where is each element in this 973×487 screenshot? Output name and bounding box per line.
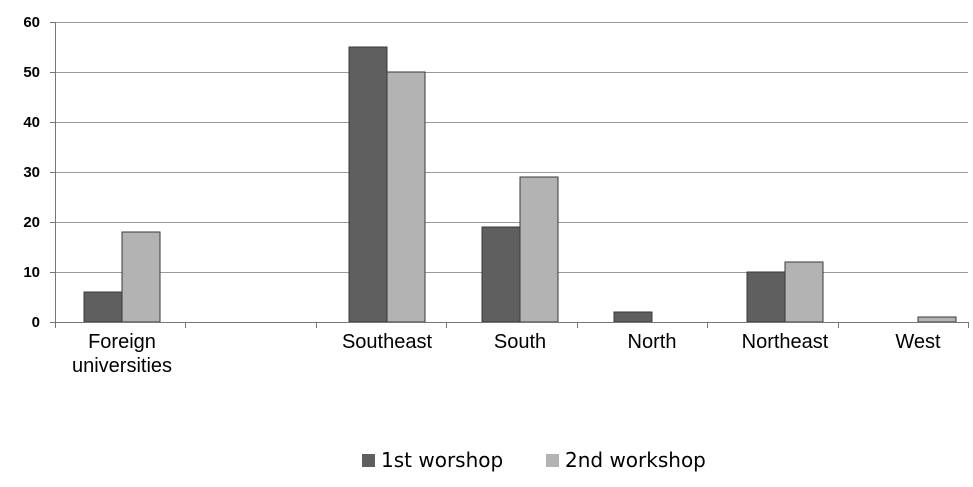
bar-series1 — [613, 311, 653, 323]
y-tick-label: 40 — [23, 114, 40, 131]
x-tick-label: West — [895, 331, 941, 353]
bar-series2 — [917, 316, 957, 323]
x-tick-label: Foreign universities — [72, 331, 172, 377]
x-tick-label: Southeast — [342, 331, 433, 353]
y-tick-label: 60 — [23, 14, 40, 31]
y-tick-label: 10 — [23, 264, 40, 281]
x-axis-tick-labels: Foreign universities Southeast South North No… — [72, 331, 941, 377]
y-tick-label: 20 — [23, 214, 40, 231]
bar-series2 — [386, 71, 426, 323]
legend-swatch — [546, 454, 559, 467]
x-tick-label: North — [628, 331, 677, 353]
bar-series1 — [348, 46, 388, 323]
x-tick-label: Northeast — [742, 331, 829, 353]
bar-series1 — [481, 226, 521, 323]
y-tick-label: 50 — [23, 64, 40, 81]
bar-series2 — [121, 231, 161, 323]
legend-label: 2nd workshop — [565, 448, 706, 472]
x-tick-label: South — [494, 331, 546, 353]
legend-swatch — [362, 454, 375, 467]
bar-series1 — [746, 271, 786, 323]
bar-series1 — [83, 291, 123, 323]
y-axis-tick-labels: 0 10 20 30 40 50 60 — [23, 14, 40, 331]
bar-series2 — [784, 261, 824, 323]
y-tick-label: 30 — [23, 164, 40, 181]
bar-series2 — [519, 176, 559, 323]
bars — [83, 46, 957, 323]
y-tick-label: 0 — [32, 314, 40, 331]
legend: 1st worshop 2nd workshop — [362, 448, 706, 472]
legend-label: 1st worshop — [381, 448, 503, 472]
axes — [50, 22, 969, 328]
